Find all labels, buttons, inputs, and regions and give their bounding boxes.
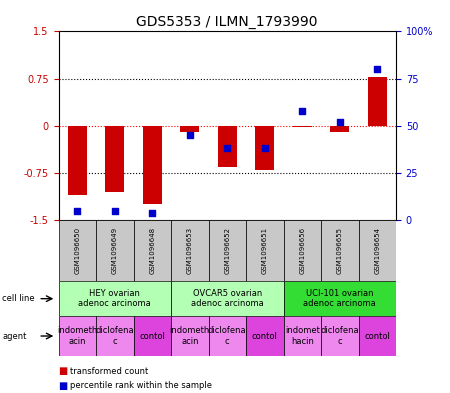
Bar (246, 316, 284, 356)
Bar (284, 281, 396, 316)
Bar (68, 126, 86, 195)
Text: OVCAR5 ovarian
adenoc arcinoma: OVCAR5 ovarian adenoc arcinoma (191, 289, 264, 309)
Bar (134, 220, 171, 281)
Bar (359, 316, 396, 356)
Bar (171, 220, 208, 281)
Text: GSM1096649: GSM1096649 (112, 227, 118, 274)
Text: contol: contol (252, 332, 278, 340)
Bar (284, 220, 321, 281)
Bar (218, 126, 237, 167)
Text: GSM1096653: GSM1096653 (187, 227, 193, 274)
Text: diclofena
c: diclofena c (95, 326, 134, 346)
Text: GSM1096656: GSM1096656 (299, 227, 305, 274)
Text: cell line: cell line (2, 294, 35, 303)
Text: GSM1096650: GSM1096650 (74, 227, 80, 274)
Text: GSM1096654: GSM1096654 (374, 227, 380, 274)
Bar (96, 316, 134, 356)
Bar (208, 316, 246, 356)
Text: UCI-101 ovarian
adenoc arcinoma: UCI-101 ovarian adenoc arcinoma (303, 289, 376, 309)
Bar (330, 126, 349, 132)
Text: ■: ■ (58, 366, 68, 376)
Text: GSM1096652: GSM1096652 (224, 227, 230, 274)
Bar (171, 281, 284, 316)
Bar (143, 126, 162, 204)
Text: indomet
hacin: indomet hacin (285, 326, 320, 346)
Bar (284, 316, 321, 356)
Bar (321, 220, 359, 281)
Point (261, 145, 268, 152)
Text: GSM1096655: GSM1096655 (337, 227, 343, 274)
Text: GSM1096648: GSM1096648 (149, 227, 155, 274)
Text: diclofena
c: diclofena c (320, 326, 359, 346)
Bar (96, 220, 134, 281)
Bar (359, 220, 396, 281)
Bar (134, 316, 171, 356)
Point (74, 208, 81, 214)
Text: diclofena
c: diclofena c (208, 326, 247, 346)
Text: percentile rank within the sample: percentile rank within the sample (70, 382, 212, 390)
Text: transformed count: transformed count (70, 367, 148, 376)
Bar (171, 316, 208, 356)
Point (299, 108, 306, 114)
Text: GSM1096651: GSM1096651 (262, 227, 268, 274)
Point (224, 145, 231, 152)
Bar (105, 126, 124, 192)
Point (148, 209, 156, 216)
Text: HEY ovarian
adenoc arcinoma: HEY ovarian adenoc arcinoma (78, 289, 151, 309)
Bar (58, 316, 96, 356)
Bar (58, 220, 96, 281)
Bar (246, 220, 284, 281)
Text: ■: ■ (58, 381, 68, 391)
Point (111, 208, 118, 214)
Bar (208, 220, 246, 281)
Text: contol: contol (364, 332, 390, 340)
Text: agent: agent (2, 332, 27, 340)
Bar (58, 281, 171, 316)
Bar (368, 77, 387, 126)
Point (374, 66, 381, 72)
Bar (180, 126, 199, 132)
Point (186, 132, 194, 138)
Point (336, 119, 343, 125)
Bar (321, 316, 359, 356)
Title: GDS5353 / ILMN_1793990: GDS5353 / ILMN_1793990 (136, 15, 318, 29)
Text: indometh
acin: indometh acin (57, 326, 97, 346)
Bar (293, 126, 311, 127)
Bar (256, 126, 274, 170)
Text: indometh
acin: indometh acin (170, 326, 210, 346)
Text: contol: contol (140, 332, 165, 340)
